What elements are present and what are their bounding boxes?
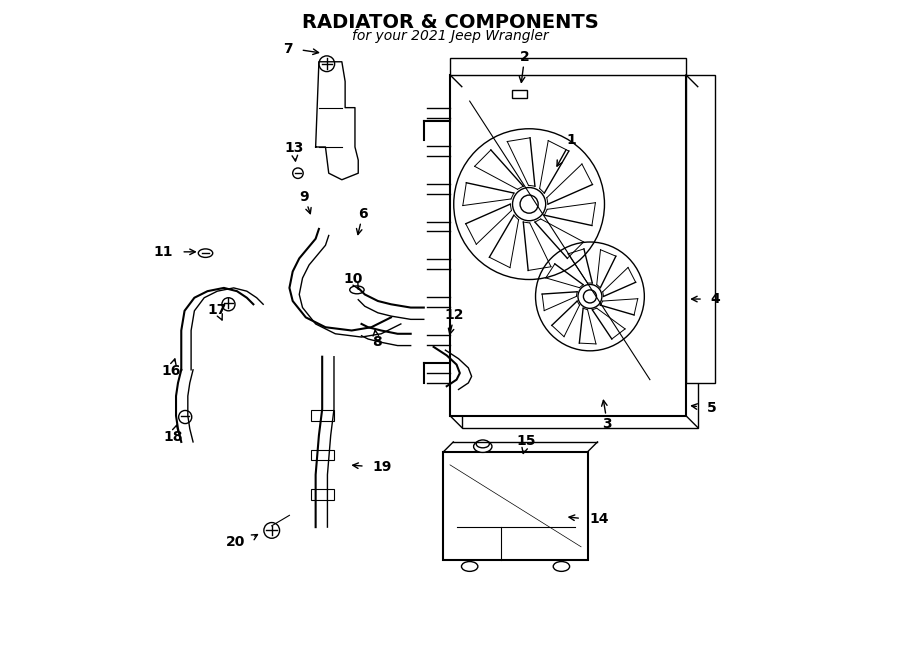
Text: 19: 19 [373, 460, 392, 474]
Text: 15: 15 [517, 434, 536, 447]
Ellipse shape [350, 286, 365, 293]
Circle shape [222, 297, 235, 311]
Text: 17: 17 [208, 303, 227, 317]
Circle shape [178, 410, 192, 424]
Text: for your 2021 Jeep Wrangler: for your 2021 Jeep Wrangler [352, 29, 548, 43]
Text: 9: 9 [300, 190, 310, 204]
FancyBboxPatch shape [444, 451, 588, 560]
Text: 4: 4 [711, 292, 721, 306]
Text: 6: 6 [358, 207, 367, 221]
Text: 10: 10 [343, 272, 363, 286]
Text: 1: 1 [566, 134, 576, 147]
Text: 14: 14 [589, 512, 608, 526]
Text: 7: 7 [284, 42, 292, 56]
Circle shape [264, 523, 280, 538]
Ellipse shape [476, 440, 490, 447]
Text: 13: 13 [284, 141, 303, 155]
FancyBboxPatch shape [311, 410, 334, 421]
Ellipse shape [462, 562, 478, 571]
FancyBboxPatch shape [311, 489, 334, 500]
FancyBboxPatch shape [311, 449, 334, 460]
FancyBboxPatch shape [512, 90, 526, 98]
FancyBboxPatch shape [686, 75, 716, 383]
Circle shape [292, 168, 303, 178]
Text: 12: 12 [445, 308, 464, 322]
Text: 8: 8 [372, 335, 382, 349]
Text: 20: 20 [226, 535, 246, 549]
Text: 11: 11 [154, 245, 174, 259]
Text: 5: 5 [706, 401, 716, 415]
FancyBboxPatch shape [450, 75, 686, 416]
Text: 3: 3 [602, 416, 612, 430]
Ellipse shape [554, 562, 570, 571]
Text: 2: 2 [520, 50, 529, 63]
Ellipse shape [198, 249, 212, 257]
FancyBboxPatch shape [450, 58, 686, 75]
Text: 18: 18 [164, 430, 184, 444]
Text: 16: 16 [162, 364, 181, 378]
Ellipse shape [473, 441, 492, 452]
Text: RADIATOR & COMPONENTS: RADIATOR & COMPONENTS [302, 13, 598, 32]
FancyBboxPatch shape [462, 87, 698, 428]
